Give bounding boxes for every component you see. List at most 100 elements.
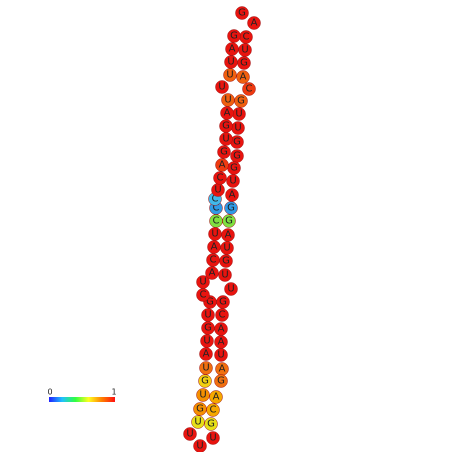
nucleotide-label: G <box>227 203 235 214</box>
nucleotide-label: U <box>199 277 206 288</box>
nucleotide-label: G <box>207 419 215 430</box>
nucleotide-circle <box>215 308 229 322</box>
nucleotide-label: G <box>238 8 246 19</box>
nucleotide-label: U <box>209 433 216 444</box>
nucleotide-label: A <box>225 230 232 241</box>
nucleotide-label: U <box>229 176 236 187</box>
nucleotide-label: U <box>214 185 221 196</box>
nucleotide-label: U <box>235 109 242 120</box>
nucleotide-label: U <box>218 82 225 93</box>
nucleotide-circle <box>225 42 239 56</box>
nucleotide-circle <box>227 29 241 43</box>
nucleotide-label: U <box>226 70 233 81</box>
nucleotide-circle <box>226 174 240 188</box>
nucleotide-circle <box>193 402 207 416</box>
nucleotide-circle <box>196 275 210 289</box>
nucleotide-label: U <box>222 134 229 145</box>
nucleotide-label: G <box>222 121 230 132</box>
nucleotide-label: A <box>251 18 258 29</box>
nucleotide-circle <box>204 417 218 431</box>
nucleotide-label: C <box>213 203 220 214</box>
nucleotide-label: C <box>246 84 253 95</box>
nucleotide-circle <box>215 158 229 172</box>
nucleotide-label: G <box>237 96 245 107</box>
nucleotide-circle <box>224 282 238 296</box>
nucleotide-label: A <box>218 324 225 335</box>
nucleotide-label: A <box>219 160 226 171</box>
nucleotide-label: G <box>233 137 241 148</box>
nucleotide-label: U <box>202 363 209 374</box>
nucleotide-label: G <box>206 297 214 308</box>
nucleotide-label: G <box>222 256 230 267</box>
nucleotide-label: G <box>233 151 241 162</box>
nucleotide-label: C <box>210 255 217 266</box>
nucleotide-label: A <box>229 44 236 55</box>
nucleotide-label: G <box>219 297 227 308</box>
nucleotide-circle <box>221 93 235 107</box>
nucleotide-label: U <box>224 95 231 106</box>
nucleotide-label: C <box>213 216 220 227</box>
nucleotide-label: G <box>225 216 233 227</box>
nucleotide-label: G <box>201 376 209 387</box>
nucleotide-label: U <box>241 45 248 56</box>
nucleotide-label: G <box>230 163 238 174</box>
nucleotide-label: U <box>211 229 218 240</box>
nucleotide-circle <box>236 70 250 84</box>
nucleotide-label: C <box>219 310 226 321</box>
nucleotide-circle <box>214 374 228 388</box>
colorbar-max: 1 <box>111 388 116 397</box>
nucleotide-label: C <box>200 290 207 301</box>
nucleotide-circle <box>213 171 227 185</box>
nucleotide-circle <box>235 6 249 20</box>
nucleotide-label: A <box>229 190 236 201</box>
nucleotide-label: U <box>194 417 201 428</box>
nucleotide-circle <box>183 427 197 441</box>
nucleotide-label: G <box>220 147 228 158</box>
nucleotide-circle <box>218 268 232 282</box>
nucleotide-label: G <box>196 404 204 415</box>
nucleotide-label: G <box>230 31 238 42</box>
nucleotide-label: U <box>203 336 210 347</box>
nucleotide-label: U <box>196 441 203 452</box>
nucleotide-label: C <box>212 194 219 205</box>
nucleotide-label: U <box>227 284 234 295</box>
nucleotide-circle <box>206 431 220 445</box>
nucleotide-circle <box>201 308 215 322</box>
nucleotide-label: G <box>240 58 248 69</box>
nucleotide-label: U <box>227 57 234 68</box>
colorbar-min: 0 <box>47 388 52 397</box>
nucleotide-label: U <box>217 350 224 361</box>
nucleotide-label: C <box>217 173 224 184</box>
colorbar <box>49 397 115 402</box>
nucleotide-circle <box>242 82 256 96</box>
nucleotides: GACUGACGUUGGGUAGGAUGUUGCAAUAGACGUUUUGUGU… <box>183 6 261 453</box>
nucleotide-label: U <box>199 390 206 401</box>
nucleotide-circle <box>224 201 238 215</box>
nucleotide-label: U <box>221 270 228 281</box>
nucleotide-label: A <box>240 72 247 83</box>
nucleotide-label: C <box>210 405 217 416</box>
nucleotide-circle <box>217 145 231 159</box>
nucleotide-circle <box>199 361 213 375</box>
nucleotide-label: A <box>219 364 226 375</box>
nucleotide-label: U <box>204 310 211 321</box>
nucleotide-label: U <box>186 429 193 440</box>
nucleotide-label: A <box>213 392 220 403</box>
nucleotide-circle <box>191 415 205 429</box>
nucleotide-label: U <box>234 123 241 134</box>
nucleotide-circle <box>196 388 210 402</box>
nucleotide-label: A <box>211 242 218 253</box>
nucleotide-label: A <box>209 268 216 279</box>
nucleotide-label: U <box>223 243 230 254</box>
nucleotide-circle <box>214 348 228 362</box>
nucleotide-label: A <box>224 108 231 119</box>
nucleotide-label: A <box>218 337 225 348</box>
nucleotide-label: G <box>217 376 225 387</box>
nucleotide-circle <box>247 16 261 30</box>
nucleotide-label: A <box>203 349 210 360</box>
nucleotide-label: C <box>243 32 250 43</box>
nucleotide-circle <box>209 390 223 404</box>
nucleotide-circle <box>215 80 229 94</box>
nucleotide-label: G <box>204 323 212 334</box>
